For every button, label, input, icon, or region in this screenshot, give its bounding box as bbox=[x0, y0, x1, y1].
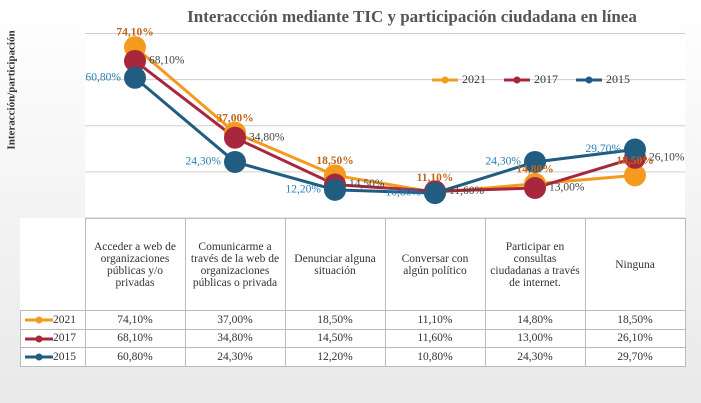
series-line bbox=[134, 59, 636, 193]
table-cell: 26,10% bbox=[584, 328, 686, 348]
row-label: 2017 bbox=[53, 332, 76, 345]
data-label: 14,80% bbox=[516, 164, 553, 176]
category-label: Participar en consultas ciudadanas a tra… bbox=[484, 218, 586, 311]
data-label: 60,80% bbox=[86, 71, 122, 83]
data-point bbox=[124, 49, 146, 72]
data-label: 24,30% bbox=[486, 156, 522, 168]
chart-title: Interaccción mediante TIC y participació… bbox=[187, 7, 637, 26]
data-point bbox=[624, 138, 646, 161]
data-label: 11,60% bbox=[449, 185, 484, 197]
table-cell: 14,50% bbox=[284, 328, 386, 348]
table-cell: 34,80% bbox=[184, 328, 286, 348]
category-label: Denunciar alguna situación bbox=[284, 218, 386, 311]
row-header: 2017 bbox=[20, 328, 86, 348]
data-table: Acceder a web de organizaciones públicas… bbox=[20, 218, 686, 367]
data-label: 13,00% bbox=[549, 182, 585, 194]
data-label: 34,80% bbox=[249, 131, 285, 143]
y-axis-title: Interacción/participación bbox=[6, 30, 18, 149]
table-row: 2021 74,10% 37,00% 18,50% 11,10% 14,80% 18,50% bbox=[20, 310, 686, 330]
legend-marker bbox=[35, 353, 43, 361]
legend-marker bbox=[35, 335, 43, 343]
legend-label: 2021 bbox=[462, 72, 486, 86]
data-label: 26,10% bbox=[649, 151, 685, 163]
table-cell: 29,70% bbox=[584, 347, 686, 367]
data-point bbox=[324, 178, 346, 201]
category-label: Conversar con algún político bbox=[384, 218, 486, 311]
data-label: 10,80% bbox=[386, 187, 422, 199]
legend-marker bbox=[35, 316, 43, 324]
category-label: Acceder a web de organizaciones públicas… bbox=[84, 218, 186, 311]
data-label: 37,00% bbox=[216, 112, 253, 124]
data-label: 68,10% bbox=[149, 55, 185, 67]
data-label: 29,70% bbox=[586, 143, 622, 155]
table-cell: 24,30% bbox=[484, 347, 586, 367]
data-point bbox=[124, 66, 146, 89]
table-row: 2015 60,80% 24,30% 12,20% 10,80% 24,30% 29,70% bbox=[20, 347, 686, 367]
data-label: 14,50% bbox=[349, 178, 385, 190]
data-label: 18,50% bbox=[616, 155, 653, 167]
table-corner bbox=[20, 218, 86, 311]
legend-key bbox=[25, 335, 53, 343]
data-label: 11,10% bbox=[417, 172, 454, 184]
legend-label: 2017 bbox=[534, 72, 558, 86]
table-cell: 13,00% bbox=[484, 328, 586, 348]
table-cell: 24,30% bbox=[184, 347, 286, 367]
table-row: 2017 68,10% 34,80% 14,50% 11,60% 13,00% 26,10% bbox=[20, 328, 686, 348]
data-label: 74,10% bbox=[116, 27, 153, 39]
table-header-row: Acceder a web de organizaciones públicas… bbox=[20, 218, 686, 311]
table-cell: 68,10% bbox=[84, 328, 186, 348]
row-header: 2021 bbox=[20, 310, 86, 330]
row-label: 2021 bbox=[53, 313, 76, 326]
table-cell: 12,20% bbox=[284, 347, 386, 367]
legend-label: 2015 bbox=[606, 72, 630, 86]
data-point bbox=[224, 150, 246, 173]
table-cell: 10,80% bbox=[384, 347, 486, 367]
data-point bbox=[524, 150, 546, 173]
data-point bbox=[524, 177, 546, 200]
row-header: 2015 bbox=[20, 347, 86, 367]
table-cell: 18,50% bbox=[584, 310, 686, 330]
category-label: Comunicarme a través de la web de organi… bbox=[184, 218, 286, 311]
legend-key bbox=[25, 316, 53, 324]
data-point bbox=[224, 126, 246, 149]
table-cell: 11,60% bbox=[384, 328, 486, 348]
table-cell: 37,00% bbox=[184, 310, 286, 330]
row-label: 2015 bbox=[53, 350, 76, 363]
data-label: 24,30% bbox=[186, 156, 222, 168]
table-cell: 11,10% bbox=[384, 310, 486, 330]
table-cell: 18,50% bbox=[284, 310, 386, 330]
legend-marker bbox=[513, 76, 521, 84]
data-label: 12,20% bbox=[286, 184, 322, 196]
data-label: 18,50% bbox=[316, 155, 353, 167]
data-point bbox=[624, 164, 646, 187]
legend-marker bbox=[441, 76, 449, 84]
series-line bbox=[134, 76, 636, 195]
data-point bbox=[424, 182, 446, 205]
legend-key bbox=[25, 353, 53, 361]
legend-marker bbox=[585, 76, 593, 84]
table-cell: 14,80% bbox=[484, 310, 586, 330]
table-cell: 60,80% bbox=[84, 347, 186, 367]
category-label: Ninguna bbox=[584, 218, 686, 311]
table-cell: 74,10% bbox=[84, 310, 186, 330]
